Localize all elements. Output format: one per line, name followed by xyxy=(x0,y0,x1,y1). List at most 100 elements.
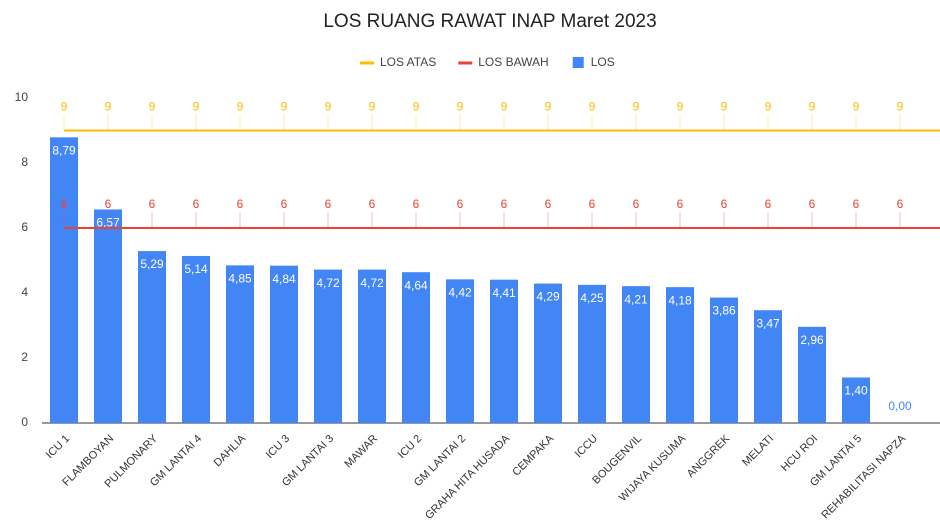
line-value-label: 9 xyxy=(281,100,288,114)
bar xyxy=(226,265,254,423)
bar-value-label: 5,14 xyxy=(184,262,208,276)
line-value-label: 9 xyxy=(501,100,508,114)
x-tick-label: ICU 3 xyxy=(264,433,292,461)
line-value-label: 9 xyxy=(545,100,552,114)
bar xyxy=(578,284,606,423)
line-value-label: 6 xyxy=(501,197,508,211)
line-value-label: 9 xyxy=(853,100,860,114)
bar-value-label: 4,72 xyxy=(316,276,340,290)
line-value-label: 9 xyxy=(897,100,904,114)
chart-title: LOS RUANG RAWAT INAP Maret 2023 xyxy=(323,11,656,32)
legend-label: LOS xyxy=(591,55,615,69)
bar-value-label: 4,64 xyxy=(404,278,428,292)
bar xyxy=(270,265,298,423)
bar xyxy=(50,137,78,423)
bar xyxy=(314,269,342,423)
bar xyxy=(402,272,430,423)
bar-value-label: 4,84 xyxy=(272,272,296,286)
x-tick-label: HCU ROI xyxy=(779,433,820,474)
bar-value-label: 5,29 xyxy=(140,257,164,271)
bar-value-label: 1,40 xyxy=(844,384,868,398)
line-value-label: 6 xyxy=(61,197,68,211)
y-tick-label: 10 xyxy=(15,90,29,104)
line-value-label: 6 xyxy=(149,197,156,211)
x-tick-label: ICCU xyxy=(573,433,601,461)
bar-value-label: 2,96 xyxy=(800,333,824,347)
legend-label: LOS ATAS xyxy=(380,55,436,69)
y-tick-label: 6 xyxy=(21,220,28,234)
bar-value-label: 4,29 xyxy=(536,290,560,304)
legend-swatch xyxy=(572,57,584,68)
line-value-label: 6 xyxy=(193,197,200,211)
line-value-label: 6 xyxy=(413,197,420,211)
x-tick-label: GRAHA HITA HUSADA xyxy=(423,432,513,522)
line-value-label: 9 xyxy=(193,100,200,114)
x-tick-label: DAHLIA xyxy=(212,432,249,469)
bar xyxy=(842,377,870,423)
bar xyxy=(490,279,518,423)
bar xyxy=(798,326,826,423)
bar xyxy=(754,310,782,423)
bar-value-label: 4,42 xyxy=(448,286,472,300)
line-value-label: 9 xyxy=(457,100,464,114)
legend-label: LOS BAWAH xyxy=(478,55,548,69)
line-value-label: 9 xyxy=(149,100,156,114)
bar-value-label: 4,18 xyxy=(668,293,692,307)
bar-value-label: 8,79 xyxy=(52,143,76,157)
bar-value-label: 3,86 xyxy=(712,304,736,318)
line-value-label: 6 xyxy=(545,197,552,211)
line-value-label: 9 xyxy=(413,100,420,114)
bar-value-label: 3,47 xyxy=(756,316,780,330)
bar-value-label: 4,85 xyxy=(228,272,252,286)
line-value-label: 9 xyxy=(589,100,596,114)
line-value-label: 6 xyxy=(853,197,860,211)
bar xyxy=(182,255,210,423)
bar xyxy=(622,286,650,423)
line-value-label: 6 xyxy=(677,197,684,211)
line-value-label: 9 xyxy=(721,100,728,114)
bar-value-label: 4,41 xyxy=(492,286,516,300)
bar xyxy=(358,269,386,423)
bar xyxy=(666,287,694,423)
line-value-label: 6 xyxy=(369,197,376,211)
line-value-label: 9 xyxy=(237,100,244,114)
x-tick-label: ICU 1 xyxy=(44,433,72,461)
line-value-label: 6 xyxy=(237,197,244,211)
line-value-label: 6 xyxy=(897,197,904,211)
y-tick-label: 4 xyxy=(21,285,28,299)
line-value-label: 6 xyxy=(457,197,464,211)
x-tick-label: CEMPAKA xyxy=(510,432,556,478)
y-tick-label: 8 xyxy=(21,155,28,169)
x-tick-label: ICU 2 xyxy=(396,433,424,461)
bar xyxy=(446,279,474,423)
line-value-label: 9 xyxy=(677,100,684,114)
line-value-label: 6 xyxy=(809,197,816,211)
bar-value-label: 0,00 xyxy=(888,399,912,413)
line-value-label: 6 xyxy=(633,197,640,211)
line-value-label: 6 xyxy=(281,197,288,211)
x-tick-label: REHABILITASI NAPZA xyxy=(819,432,908,521)
y-tick-label: 2 xyxy=(21,350,28,364)
line-value-label: 9 xyxy=(61,100,68,114)
bar xyxy=(94,209,122,423)
bar-value-label: 4,21 xyxy=(624,292,648,306)
line-value-label: 6 xyxy=(325,197,332,211)
bar-value-label: 4,25 xyxy=(580,291,604,305)
line-value-label: 6 xyxy=(765,197,772,211)
bar-value-label: 6,57 xyxy=(96,216,120,230)
line-value-label: 9 xyxy=(809,100,816,114)
line-value-label: 9 xyxy=(369,100,376,114)
line-value-label: 6 xyxy=(721,197,728,211)
bar xyxy=(138,251,166,423)
x-tick-label: MELATI xyxy=(740,433,776,469)
line-value-label: 6 xyxy=(105,197,112,211)
bar xyxy=(710,297,738,423)
line-value-label: 9 xyxy=(765,100,772,114)
bar-value-label: 4,72 xyxy=(360,276,384,290)
line-value-label: 9 xyxy=(325,100,332,114)
line-value-label: 9 xyxy=(633,100,640,114)
line-value-label: 9 xyxy=(105,100,112,114)
bar xyxy=(534,283,562,423)
